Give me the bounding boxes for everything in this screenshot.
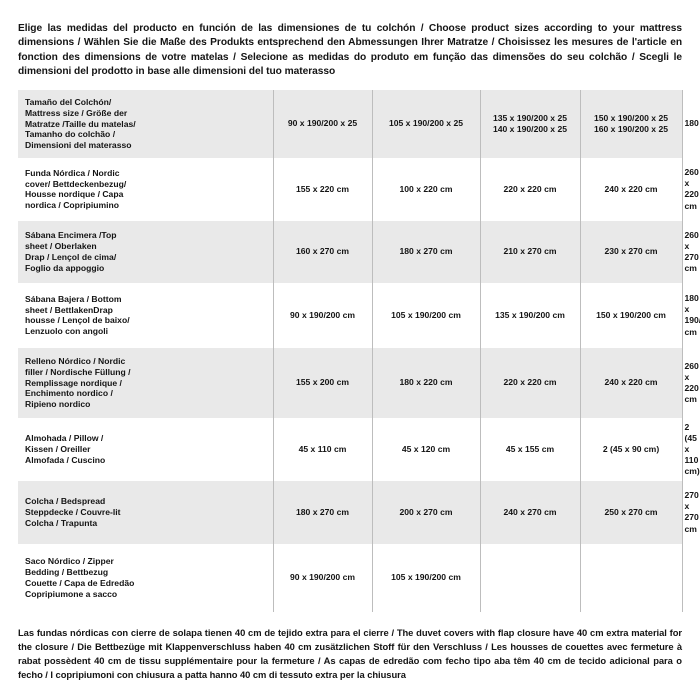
row-value-cell: 135 x 190/200 cm xyxy=(479,282,580,348)
row-value-cell: 155 x 200 cm xyxy=(272,347,372,418)
row-label-cell: Sábana Bajera / Bottom sheet / Bettlaken… xyxy=(18,282,273,348)
header-label-line: Mattress size / Größe der xyxy=(25,107,128,118)
row-label-line: Bedding / Bettbezug xyxy=(25,567,109,578)
header-size-text: 140 x 190/200 x 25 xyxy=(492,123,568,134)
row-label-line: Ripieno nordico xyxy=(25,399,91,410)
row-value-cell: 45 x 120 cm xyxy=(371,417,480,481)
row-value-cell: 240 x 270 cm xyxy=(479,480,580,544)
table-row: Funda Nórdica / Nordic cover/ Bettdecken… xyxy=(18,157,699,221)
row-value-cell: 210 x 270 cm xyxy=(479,220,580,283)
row-label-line: Housse nordique / Capa xyxy=(25,189,124,200)
row-value-cell: 100 x 220 cm xyxy=(371,157,480,221)
table-row: Almohada / Pillow / Kissen / Oreiller Al… xyxy=(18,417,700,481)
row-value-cell: 2 (45 x 90 cm) xyxy=(579,417,682,481)
row-label-line: Saco Nórdico / Zipper xyxy=(25,556,114,567)
row-label-line: Remplissage nordique / xyxy=(25,377,122,388)
row-value-cell: 180 x 220 cm xyxy=(371,347,480,418)
row-label-line: Enchimento nordico / xyxy=(25,388,113,399)
table-row: Colcha / Bedspread Steppdecke / Couvre-l… xyxy=(18,480,699,544)
table-row: Sábana Bajera / Bottom sheet / Bettlaken… xyxy=(18,282,700,348)
header-label-line: Tamaño del Colchón/ xyxy=(25,96,112,107)
row-label-line: Drap / Lençol de cima/ xyxy=(25,251,117,262)
row-label-line: Relleno Nórdico / Nordic xyxy=(25,355,126,366)
row-value-cell: 250 x 270 cm xyxy=(579,480,682,544)
row-label-cell: Saco Nórdico / Zipper Bedding / Bettbezu… xyxy=(18,543,273,612)
row-label-line: sheet / BettlakenDrap xyxy=(25,304,113,315)
row-label-cell: Relleno Nórdico / Nordic filler / Nordis… xyxy=(18,347,273,418)
header-label-line: Matratze /Taille du matelas/ xyxy=(25,118,136,129)
row-label-cell: Sábana Encimera /Top sheet / Oberlaken D… xyxy=(18,220,273,283)
row-label-line: Colcha / Trapunta xyxy=(25,517,98,528)
row-label-line: sheet / Oberlaken xyxy=(25,241,97,252)
header-size-col-2: 105 x 190/200 x 25 xyxy=(371,89,480,158)
header-size-text: 135 x 190/200 x 25 xyxy=(492,112,568,123)
header-size-text: 90 x 190/200 x 25 xyxy=(287,118,358,129)
row-value-cell: 105 x 190/200 cm xyxy=(371,282,480,348)
row-value-cell: 180 x 270 cm xyxy=(272,480,372,544)
row-label-line: cover/ Bettdeckenbezug/ xyxy=(25,178,127,189)
intro-paragraph: Elige las medidas del producto en funció… xyxy=(18,23,682,78)
table-body: Tamaño del Colchón/ Mattress size / Größ… xyxy=(18,89,700,612)
row-value-cell: 240 x 220 cm xyxy=(579,157,682,221)
row-value-cell: 160 x 270 cm xyxy=(272,220,372,283)
header-label-line: Dimensioni del materasso xyxy=(25,140,132,151)
row-label-line: Foglio da appoggio xyxy=(25,262,105,273)
row-label-line: Colcha / Bedspread xyxy=(25,496,106,507)
row-value-cell: 90 x 190/200 cm xyxy=(272,282,372,348)
header-label-line: Tamanho do colchão / xyxy=(25,129,116,140)
row-value-cell: 200 x 270 cm xyxy=(371,480,480,544)
row-value-cell: 240 x 220 cm xyxy=(579,347,682,418)
row-label-cell: Colcha / Bedspread Steppdecke / Couvre-l… xyxy=(18,480,273,544)
row-label-line: Lenzuolo con angoli xyxy=(25,326,109,337)
row-value-cell: 180 x 270 cm xyxy=(371,220,480,283)
row-label-line: Steppdecke / Couvre-lit xyxy=(25,507,121,518)
header-size-col-3: 135 x 190/200 x 25 140 x 190/200 x 25 xyxy=(479,89,580,158)
mattress-size-table: Tamaño del Colchón/ Mattress size / Größ… xyxy=(18,89,700,612)
row-label-line: Almohada / Pillow / xyxy=(25,433,104,444)
footnote-paragraph: Las fundas nórdicas con cierre de solapa… xyxy=(18,626,682,681)
row-value-cell: 150 x 190/200 cm xyxy=(579,282,682,348)
row-value-cell: 220 x 220 cm xyxy=(479,347,580,418)
row-value-cell-empty xyxy=(579,543,682,612)
row-value-cell: 230 x 270 cm xyxy=(579,220,682,283)
header-size-text: 150 x 190/200 x 25 xyxy=(593,112,669,123)
header-size-text: 160 x 190/200 x 25 xyxy=(593,123,669,134)
row-label-cell: Almohada / Pillow / Kissen / Oreiller Al… xyxy=(18,417,273,481)
row-label-cell: Funda Nórdica / Nordic cover/ Bettdecken… xyxy=(18,157,273,221)
row-label-line: Copripiumone a sacco xyxy=(25,588,118,599)
table-header-row: Tamaño del Colchón/ Mattress size / Größ… xyxy=(18,89,700,158)
row-value-cell: 45 x 110 cm xyxy=(272,417,372,481)
row-value-cell: 220 x 220 cm xyxy=(479,157,580,221)
row-label-line: Funda Nórdica / Nordic xyxy=(25,167,120,178)
table-row: Saco Nórdico / Zipper Bedding / Bettbezu… xyxy=(18,543,682,612)
row-value-cell: 45 x 155 cm xyxy=(479,417,580,481)
row-label-line: Sábana Bajera / Bottom xyxy=(25,293,122,304)
row-value-cell: 105 x 190/200 cm xyxy=(371,543,480,612)
table-row: Sábana Encimera /Top sheet / Oberlaken D… xyxy=(18,220,699,283)
header-size-col-4: 150 x 190/200 x 25 160 x 190/200 x 25 xyxy=(579,89,682,158)
row-label-line: filler / Nordische Füllung / xyxy=(25,366,131,377)
header-size-col-1: 90 x 190/200 x 25 xyxy=(272,89,372,158)
row-label-line: Kissen / Oreiller xyxy=(25,444,91,455)
row-label-line: nordica / Copripiumino xyxy=(25,200,120,211)
header-size-text: 105 x 190/200 x 25 xyxy=(388,118,464,129)
row-value-cell: 155 x 220 cm xyxy=(272,157,372,221)
row-label-line: Sábana Encimera /Top xyxy=(25,230,117,241)
row-label-line: Couette / Capa de Edredão xyxy=(25,577,135,588)
row-value-cell: 90 x 190/200 cm xyxy=(272,543,372,612)
header-label-cell: Tamaño del Colchón/ Mattress size / Größ… xyxy=(18,89,273,158)
table-row: Relleno Nórdico / Nordic filler / Nordis… xyxy=(18,347,699,418)
row-label-line: housse / Lençol de baixo/ xyxy=(25,315,130,326)
row-value-cell-empty xyxy=(479,543,580,612)
row-label-line: Almofada / Cuscino xyxy=(25,454,106,465)
